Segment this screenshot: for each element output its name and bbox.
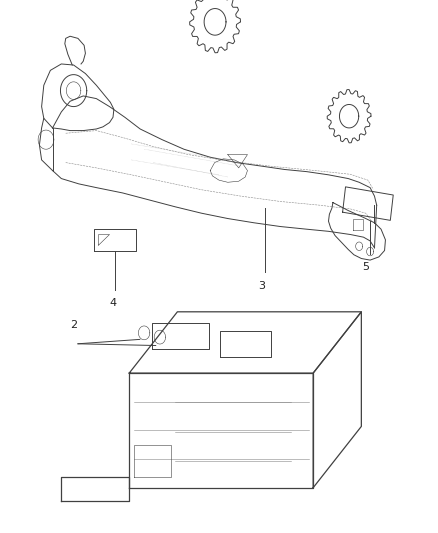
Text: 5: 5: [362, 262, 369, 272]
Text: 2: 2: [70, 320, 77, 330]
Text: 4: 4: [109, 298, 116, 309]
Text: 3: 3: [258, 281, 265, 292]
